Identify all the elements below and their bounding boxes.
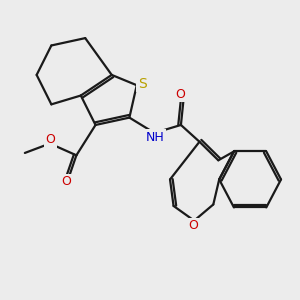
Text: O: O — [46, 134, 56, 146]
Text: S: S — [138, 77, 146, 91]
Text: O: O — [188, 220, 198, 232]
Text: O: O — [61, 175, 71, 188]
Text: O: O — [176, 88, 185, 100]
Text: NH: NH — [146, 130, 164, 143]
